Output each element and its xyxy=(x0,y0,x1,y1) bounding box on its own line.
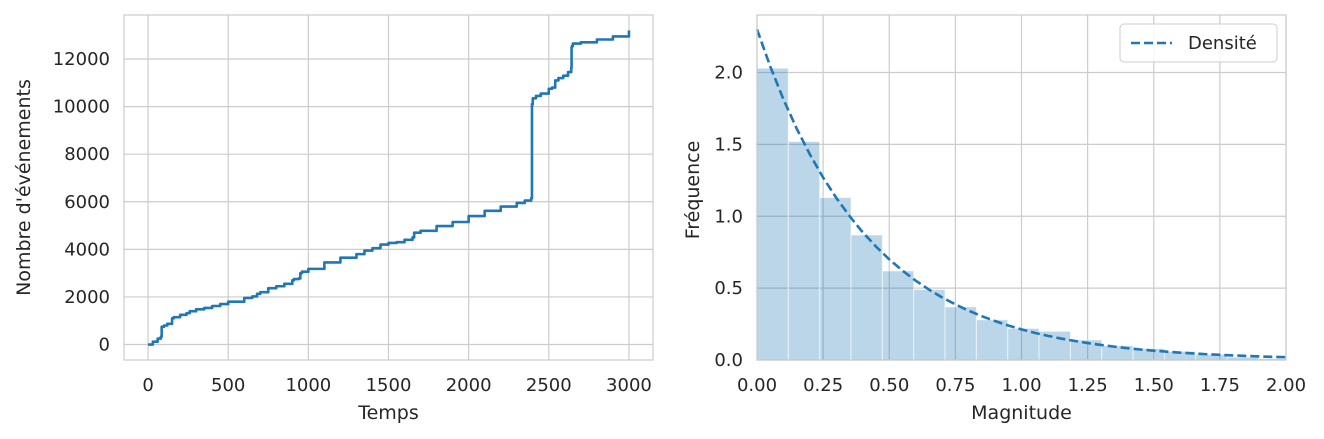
x-tick-label: 0.75 xyxy=(935,375,975,396)
x-tick-label: 0.50 xyxy=(869,375,909,396)
x-tick-label: 1500 xyxy=(366,375,412,396)
histogram-bar xyxy=(787,141,821,361)
y-tick-label: 0.0 xyxy=(714,350,743,371)
y-tick-label: 2000 xyxy=(64,287,110,308)
y-axis-label: Nombre d'événements xyxy=(13,79,35,296)
density-curve-layer xyxy=(755,28,1287,359)
cumulative-events-line xyxy=(148,30,631,346)
histogram-bar xyxy=(850,234,883,361)
histogram-bar xyxy=(819,197,852,361)
series-layer xyxy=(148,30,631,346)
x-tick-label: 0.25 xyxy=(803,375,843,396)
y-tick-label: 0.5 xyxy=(714,278,743,299)
density-curve xyxy=(755,28,1287,359)
x-tick-labels: 0 500 1000 1500 2000 2500 3000 xyxy=(142,375,652,396)
y-tick-label: 1.5 xyxy=(714,134,743,155)
histogram-bar xyxy=(975,319,1009,361)
plot-frame xyxy=(756,14,1287,361)
y-tick-label: 12000 xyxy=(53,49,110,70)
magnitude-histogram-chart: 0.00 0.25 0.50 0.75 1.00 1.25 1.50 1.75 2.00 0.0… xyxy=(682,14,1306,424)
x-tick-labels: 0.00 0.25 0.50 0.75 1.00 1.25 1.50 1.75 2.00 xyxy=(737,375,1306,396)
histogram-bar xyxy=(881,270,915,361)
x-tick-label: 2500 xyxy=(526,375,572,396)
x-tick-label: 2000 xyxy=(446,375,492,396)
x-axis-label: Temps xyxy=(357,402,419,424)
y-tick-label: 6000 xyxy=(64,192,110,213)
y-tick-label: 0 xyxy=(99,335,110,356)
histogram-bar xyxy=(913,289,946,361)
x-tick-label: 1.75 xyxy=(1200,375,1240,396)
grid xyxy=(124,15,653,360)
legend-label-densite: Densité xyxy=(1188,33,1257,54)
y-tick-label: 10000 xyxy=(53,97,110,118)
x-tick-label: 0.00 xyxy=(737,375,777,396)
y-tick-label: 4000 xyxy=(64,239,110,260)
x-tick-label: 1000 xyxy=(285,375,331,396)
y-tick-labels: 0 2000 4000 6000 8000 10000 12000 xyxy=(53,49,110,356)
y-axis-label: Fréquence xyxy=(682,141,704,240)
x-tick-label: 1.25 xyxy=(1068,375,1108,396)
histogram-bar xyxy=(756,67,789,361)
histogram-bar xyxy=(944,306,977,361)
x-tick-label: 2.00 xyxy=(1266,375,1306,396)
x-axis-label: Magnitude xyxy=(971,402,1072,424)
x-tick-label: 1.00 xyxy=(1001,375,1041,396)
x-tick-label: 0 xyxy=(142,375,153,396)
x-tick-label: 3000 xyxy=(606,375,652,396)
x-tick-label: 500 xyxy=(211,375,245,396)
x-tick-label: 1.50 xyxy=(1134,375,1174,396)
plot-frame xyxy=(123,14,654,361)
cumulative-events-chart: 0 500 1000 1500 2000 2500 3000 0 2000 4000 6000 80… xyxy=(13,14,654,424)
legend: Densité xyxy=(1119,23,1278,63)
y-tick-label: 1.0 xyxy=(714,206,743,227)
y-tick-label: 8000 xyxy=(64,144,110,165)
legend-box xyxy=(1119,23,1278,63)
y-tick-labels: 0.0 0.5 1.0 1.5 2.0 xyxy=(714,63,743,372)
y-tick-label: 2.0 xyxy=(714,63,743,84)
